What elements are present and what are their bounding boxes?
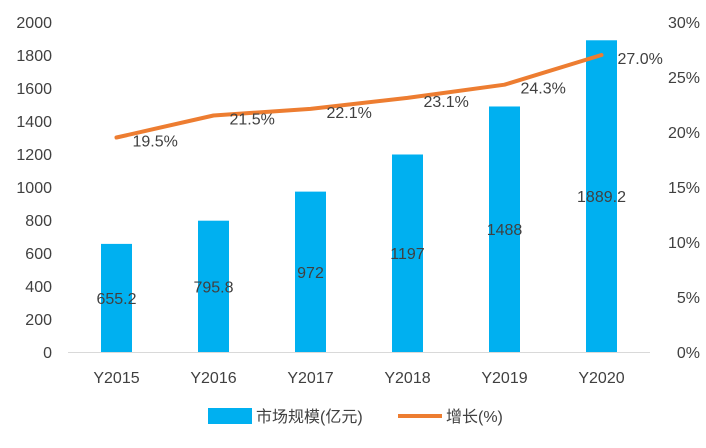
line-data-label: 21.5% [230,112,275,129]
growth-line [114,53,604,140]
bar-data-label: 1197 [390,246,425,263]
right-axis-tick-label: 0% [677,345,700,362]
line-data-label: 27.0% [618,51,663,68]
right-axis-tick-label: 10% [668,235,700,252]
left-axis-tick-label: 2000 [16,15,52,32]
bar-data-label: 972 [297,265,324,282]
line-series [114,53,604,140]
right-axis-ticks: 0% 5% 10% 15% 20% 25% 30% [668,15,700,362]
right-axis-tick-label: 5% [677,290,700,307]
right-axis-tick-label: 25% [668,70,700,87]
bar-series [101,40,617,352]
left-axis-ticks: 0 200 400 600 800 1000 1200 1400 1600 1800 2000 [16,15,52,362]
left-axis-tick-label: 0 [43,345,52,362]
left-axis-tick-label: 400 [25,279,52,296]
left-axis-tick-label: 200 [25,312,52,329]
left-axis-tick-label: 800 [25,213,52,230]
right-axis-tick-label: 30% [668,15,700,32]
x-axis-ticks: Y2015 Y2016 Y2017 Y2018 Y2019 Y2020 [93,370,624,387]
bar-data-labels: 655.2 795.8 972 1197 1488 1889.2 [96,189,626,308]
left-axis-tick-label: 1200 [16,147,52,164]
legend: 市场规模(亿元) 增长(%) [208,408,503,426]
bar [586,40,617,352]
bar [392,154,423,352]
left-axis-tick-label: 1400 [16,114,52,131]
legend-swatch-market-size [208,408,252,424]
left-axis-tick-label: 1800 [16,48,52,65]
bar-data-label: 655.2 [96,291,136,308]
line-data-label: 22.1% [327,105,372,122]
left-axis-tick-label: 1600 [16,81,52,98]
legend-label-growth: 增长(%) [446,408,503,426]
bar [101,243,132,352]
bar [489,106,520,352]
right-axis-tick-label: 15% [668,180,700,197]
line-data-label: 24.3% [521,81,566,98]
x-axis-tick-label: Y2020 [578,370,624,387]
bar [198,220,229,352]
line-data-labels: 19.5% 21.5% 22.1% 23.1% 24.3% 27.0% [133,51,663,151]
x-axis-tick-label: Y2015 [93,370,139,387]
x-axis-tick-label: Y2019 [481,370,527,387]
line-data-label: 19.5% [133,134,178,151]
right-axis-tick-label: 20% [668,125,700,142]
x-axis-tick-label: Y2016 [190,370,236,387]
bar-data-label: 795.8 [193,279,233,296]
x-axis-tick-label: Y2018 [384,370,430,387]
bar-data-label: 1889.2 [577,189,626,206]
x-axis-tick-label: Y2017 [287,370,333,387]
bar-data-label: 1488 [487,222,523,239]
bar [295,191,326,352]
left-axis-tick-label: 600 [25,246,52,263]
line-data-label: 23.1% [424,94,469,111]
legend-label-market-size: 市场规模(亿元) [256,408,363,426]
left-axis-tick-label: 1000 [16,180,52,197]
